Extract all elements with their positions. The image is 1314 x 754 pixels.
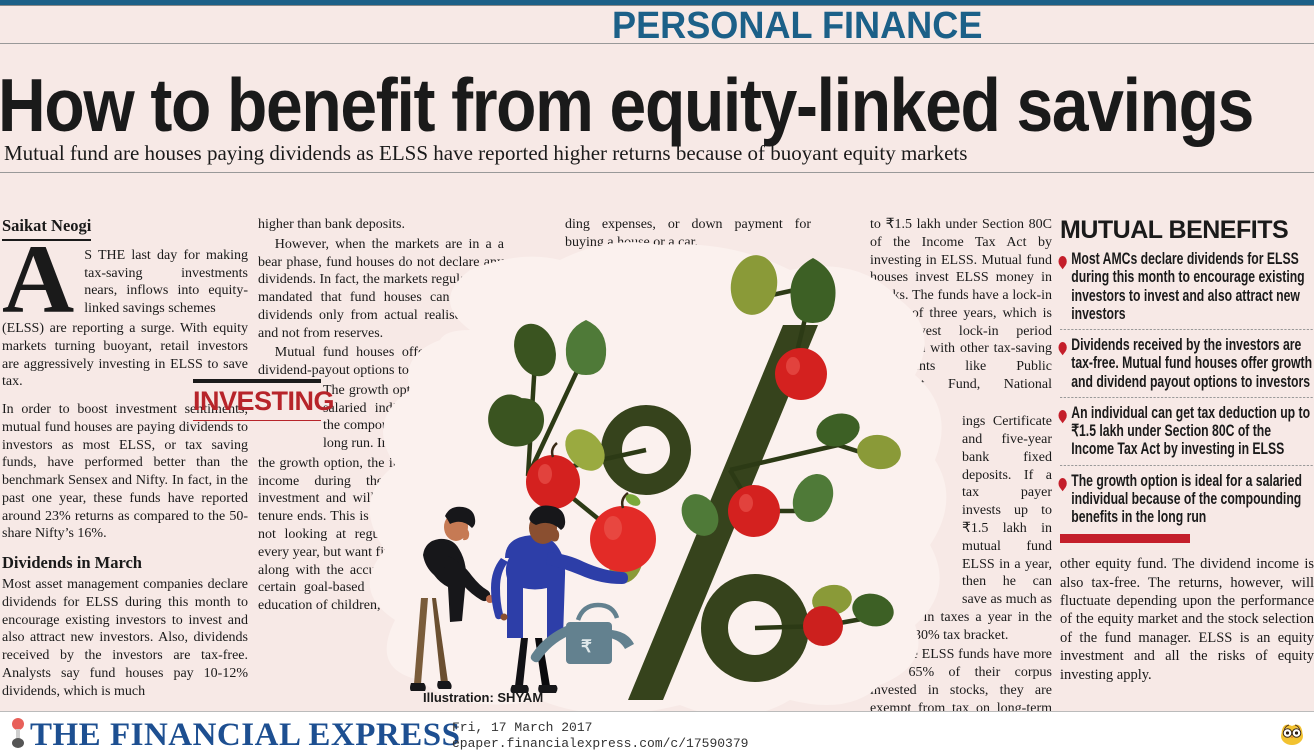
svg-text:₹: ₹: [581, 637, 592, 656]
